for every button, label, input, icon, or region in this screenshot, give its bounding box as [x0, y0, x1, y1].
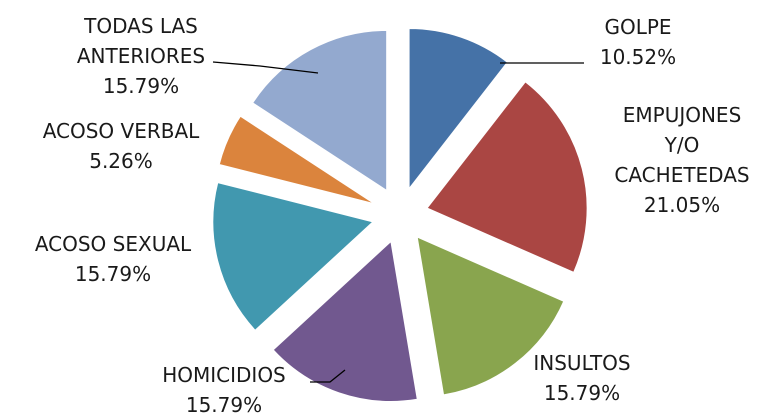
slice-label-golpe: GOLPE 10.52%	[600, 15, 676, 69]
slice-percent: 21.05%	[644, 193, 720, 217]
slice-name-line: CACHETEDAS	[614, 163, 749, 187]
leader-lines	[212, 61, 584, 383]
slice-percent: 15.79%	[103, 74, 179, 98]
slice-name-line: HOMICIDIOS	[162, 363, 286, 387]
slice-percent: 15.79%	[186, 393, 262, 415]
pie-slice-acoso-sexual	[212, 181, 374, 331]
slice-label-homicidios: HOMICIDIOS 15.79%	[162, 363, 286, 415]
pie-slices	[212, 28, 588, 402]
slice-name-line: Y/O	[664, 133, 700, 157]
slice-percent: 15.79%	[75, 262, 151, 286]
slice-label-todas-las-anteriores: TODAS LAS ANTERIORES 15.79%	[77, 14, 205, 98]
pie-slice-empujones-y-o-cachetedas	[426, 81, 588, 273]
pie-slice-homicidios	[272, 240, 418, 402]
slice-name-line: EMPUJONES	[623, 103, 742, 127]
slice-label-insultos: INSULTOS 15.79%	[533, 351, 630, 405]
leader-line-homicidios	[310, 369, 346, 383]
slice-name-line: ANTERIORES	[77, 44, 205, 68]
slice-label-acoso-verbal: ACOSO VERBAL 5.26%	[43, 119, 200, 173]
pie-slice-todas-las-anteriores	[252, 29, 388, 192]
pie-slice-golpe	[408, 28, 509, 190]
pie-slice-insultos	[416, 236, 565, 396]
slice-name-line: GOLPE	[604, 15, 671, 39]
slice-name-line: ACOSO VERBAL	[43, 119, 200, 143]
slice-name-line: ACOSO SEXUAL	[35, 232, 192, 256]
leader-line-todas-las-anteriores	[212, 61, 319, 74]
slice-labels: GOLPE 10.52% EMPUJONES Y/O CACHETEDAS 21.05% I…	[35, 14, 750, 415]
pie-slice-acoso-verbal	[218, 115, 375, 205]
slice-label-empujones-y-o-cachetedas: EMPUJONES Y/O CACHETEDAS 21.05%	[614, 103, 749, 217]
slice-percent: 10.52%	[600, 45, 676, 69]
slice-name-line: TODAS LAS	[83, 14, 198, 38]
slice-label-acoso-sexual: ACOSO SEXUAL 15.79%	[35, 232, 192, 286]
slice-percent: 15.79%	[544, 381, 620, 405]
slice-name-line: INSULTOS	[533, 351, 630, 375]
slice-percent: 5.26%	[89, 149, 153, 173]
